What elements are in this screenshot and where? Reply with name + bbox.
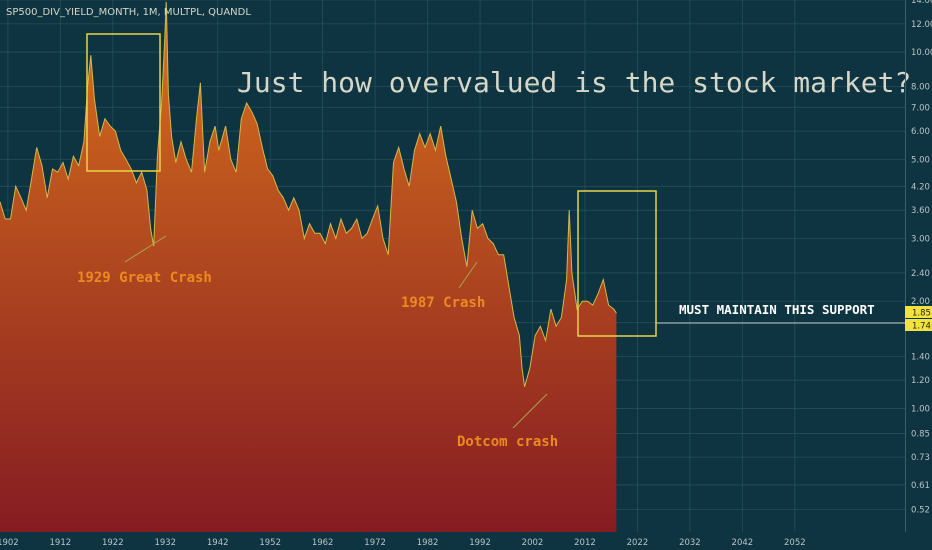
x-tick-label: 2042	[732, 538, 754, 548]
x-tick-label: 2012	[574, 538, 596, 548]
chart-title: Just how overvalued is the stock market?	[237, 66, 911, 99]
x-tick-label: 2022	[627, 538, 649, 548]
y-tick-label: 5.00	[911, 155, 930, 165]
price-tag-upper: 1.85	[905, 306, 932, 319]
price-tag-lower: 1.74	[905, 319, 932, 332]
highlight-box-2008	[577, 190, 657, 337]
x-tick-label: 1902	[0, 538, 19, 548]
y-tick-label: 0.73	[911, 453, 930, 463]
x-tick-label: 1932	[154, 538, 176, 548]
arrow-dotcom	[512, 393, 548, 429]
arrow-1987	[458, 261, 478, 289]
x-tick-label: 1942	[207, 538, 229, 548]
x-tick-label: 1952	[259, 538, 281, 548]
y-tick-label: 1.40	[911, 352, 930, 362]
y-tick-label: 3.00	[911, 234, 930, 244]
x-axis: 1902 1912 1922 1932 1942 1952 1962 1972 1982 1992…	[0, 538, 806, 548]
y-tick-label: 1.00	[911, 404, 930, 414]
y-tick-label: 1.20	[911, 376, 930, 386]
y-tick-label: 7.00	[911, 103, 930, 113]
annotation-dotcom: Dotcom crash	[457, 434, 558, 450]
y-tick-label: 2.40	[911, 269, 930, 279]
x-tick-label: 1962	[312, 538, 334, 548]
annotation-1987: 1987 Crash	[401, 295, 485, 311]
x-tick-label: 1972	[364, 538, 386, 548]
y-tick-label: 10.00	[911, 48, 932, 58]
y-tick-label: 12.00	[911, 20, 932, 30]
x-tick-label: 2002	[522, 538, 544, 548]
annotation-1929: 1929 Great Crash	[77, 270, 212, 286]
price-tag-upper-label: 1.85	[912, 309, 931, 319]
y-tick-label: 3.60	[911, 206, 930, 216]
annotation-support: MUST MAINTAIN THIS SUPPORT	[679, 302, 875, 317]
y-tick-label: 8.00	[911, 83, 930, 93]
x-tick-label: 1922	[102, 538, 124, 548]
x-tick-label: 1912	[50, 538, 72, 548]
highlight-box-1929	[86, 33, 161, 172]
y-tick-label: 4.20	[911, 182, 930, 192]
y-axis: 0.52 0.61 0.73 0.85 1.00 1.20 1.40 1.74 2.00 2.40…	[911, 0, 932, 516]
y-tick-label: 0.61	[911, 481, 930, 491]
x-tick-label: 1992	[469, 538, 491, 548]
price-tag-lower-label: 1.74	[912, 322, 931, 332]
series-area	[0, 2, 617, 532]
y-tick-label: 6.00	[911, 127, 930, 137]
y-tick-label: 14.00	[911, 0, 932, 6]
y-tick-label: 0.85	[911, 430, 930, 440]
symbol-header: SP500_DIV_YIELD_MONTH, 1M, MULTPL, QUAND…	[6, 7, 251, 18]
arrow-1929	[124, 235, 167, 263]
x-tick-label: 2052	[784, 538, 806, 548]
y-tick-label: 2.00	[911, 297, 930, 307]
x-tick-label: 2032	[679, 538, 701, 548]
y-tick-label: 0.52	[911, 506, 930, 516]
series-line	[0, 2, 617, 387]
x-tick-label: 1982	[417, 538, 439, 548]
